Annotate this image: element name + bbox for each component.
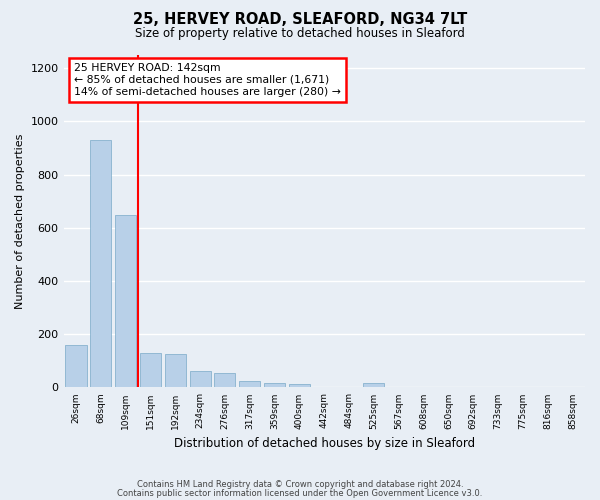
Bar [364, 384, 385, 388]
Bar [190, 372, 211, 388]
Bar [165, 354, 186, 388]
Bar [239, 381, 260, 388]
Bar [90, 140, 112, 388]
Y-axis label: Number of detached properties: Number of detached properties [15, 134, 25, 309]
Bar [140, 353, 161, 388]
Text: Size of property relative to detached houses in Sleaford: Size of property relative to detached ho… [135, 28, 465, 40]
Bar [264, 382, 285, 388]
Text: Contains public sector information licensed under the Open Government Licence v3: Contains public sector information licen… [118, 488, 482, 498]
Bar [214, 373, 235, 388]
Bar [289, 384, 310, 388]
Text: 25 HERVEY ROAD: 142sqm
← 85% of detached houses are smaller (1,671)
14% of semi-: 25 HERVEY ROAD: 142sqm ← 85% of detached… [74, 64, 341, 96]
Text: Contains HM Land Registry data © Crown copyright and database right 2024.: Contains HM Land Registry data © Crown c… [137, 480, 463, 489]
Text: 25, HERVEY ROAD, SLEAFORD, NG34 7LT: 25, HERVEY ROAD, SLEAFORD, NG34 7LT [133, 12, 467, 28]
Bar [115, 214, 136, 388]
X-axis label: Distribution of detached houses by size in Sleaford: Distribution of detached houses by size … [174, 437, 475, 450]
Bar [65, 345, 86, 388]
